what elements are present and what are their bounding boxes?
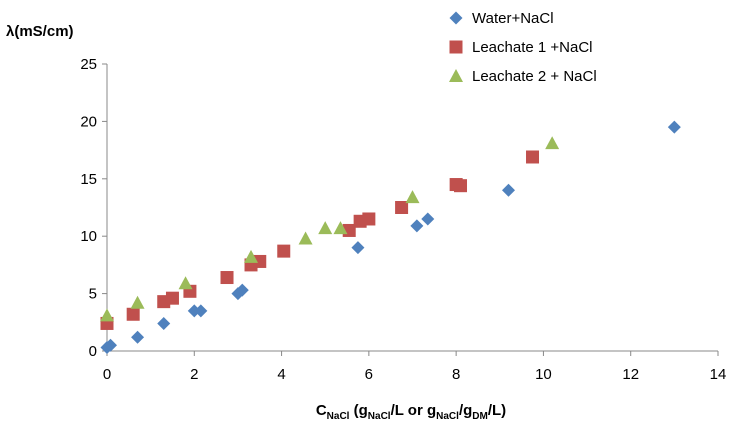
square-point: [454, 179, 468, 193]
diamond-point: [103, 338, 117, 352]
diamond-point: [351, 241, 365, 255]
triangle-point: [405, 190, 420, 204]
series-triangle: [100, 136, 560, 322]
triangle-point: [318, 221, 333, 235]
x-tick-label: 4: [277, 366, 285, 383]
diamond-point: [131, 330, 145, 344]
triangle-point: [298, 231, 313, 245]
x-tick-label: 12: [622, 366, 639, 383]
y-tick-label: 10: [80, 228, 97, 245]
legend-label: Leachate 1 +NaCl: [472, 39, 593, 56]
legend-item: Water+NaCl: [449, 10, 554, 27]
triangle-point: [130, 295, 145, 309]
square-point: [362, 212, 376, 226]
diamond-point: [421, 212, 435, 226]
series-square: [100, 150, 540, 330]
square-point: [220, 271, 234, 285]
series-diamond: [100, 120, 681, 355]
diamond-point: [187, 304, 201, 318]
legend-triangle-marker: [449, 69, 463, 82]
triangle-point: [333, 221, 348, 235]
square-point: [395, 201, 409, 214]
data-points: [100, 120, 681, 355]
y-tick-label: 5: [89, 286, 97, 303]
y-tick-label: 25: [80, 56, 97, 73]
diamond-point: [410, 219, 424, 233]
x-tick-label: 10: [535, 366, 552, 383]
legend-label: Water+NaCl: [472, 10, 554, 27]
legend-square-marker: [449, 40, 463, 54]
y-axis-label: λ(mS/cm): [6, 23, 74, 40]
x-tick-label: 2: [190, 366, 198, 383]
diamond-point: [502, 183, 516, 197]
square-point: [253, 254, 267, 268]
legend: Water+NaCl Leachate 1 +NaCl Leachate 2 + N…: [449, 10, 597, 85]
diamond-point: [194, 304, 208, 318]
x-tick-label: 14: [710, 366, 727, 383]
square-point: [126, 307, 140, 321]
triangle-point: [244, 249, 259, 263]
square-point: [277, 244, 291, 258]
x-axis-label: CNaCl (gNaCl/L or gNaCl/gDM/L): [316, 402, 506, 422]
legend-label: Leachate 2 + NaCl: [472, 68, 597, 85]
legend-item: Leachate 1 +NaCl: [449, 39, 593, 56]
legend-diamond-marker: [449, 11, 463, 25]
diamond-point: [667, 120, 681, 134]
triangle-point: [178, 276, 193, 290]
x-tick-label: 0: [103, 366, 111, 383]
legend-item: Leachate 2 + NaCl: [449, 68, 597, 85]
square-point: [526, 150, 540, 164]
y-tick-label: 15: [80, 171, 97, 188]
diamond-point: [157, 316, 171, 330]
triangle-point: [545, 136, 560, 150]
diamond-point: [235, 283, 249, 297]
square-point: [165, 291, 179, 305]
y-tick-label: 20: [80, 113, 97, 130]
triangle-point: [100, 308, 114, 322]
axes: 0 5 10 15 20 25 0 2 4 6 8 10 12 14: [80, 56, 726, 383]
x-tick-label: 6: [365, 366, 373, 383]
y-tick-label: 0: [89, 343, 97, 360]
x-tick-label: 8: [452, 366, 460, 383]
